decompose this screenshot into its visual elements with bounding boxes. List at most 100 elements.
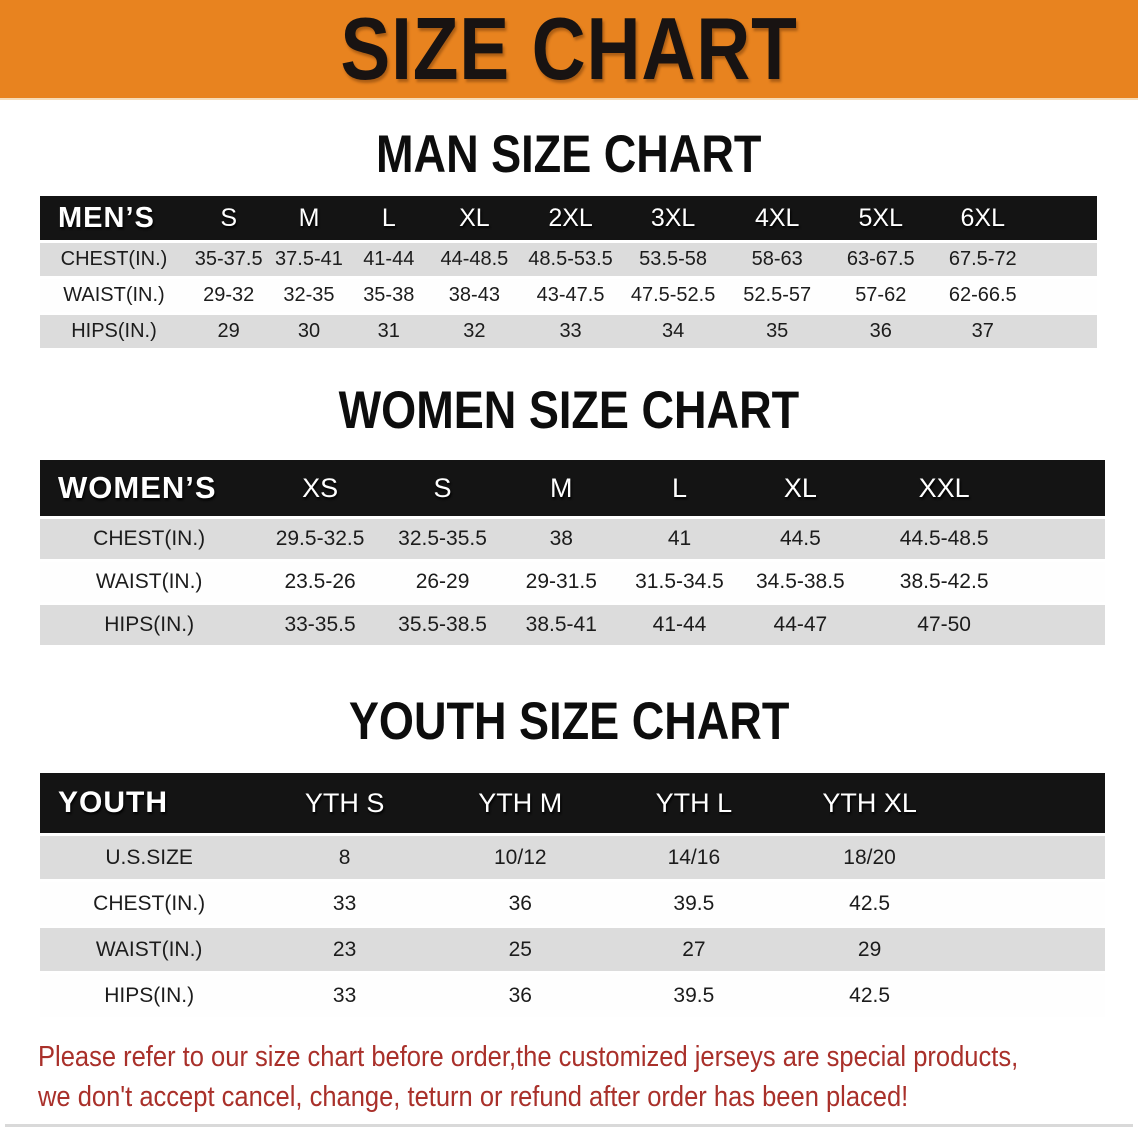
size-value: 37: [932, 312, 1034, 348]
size-value: 35-38: [348, 276, 429, 312]
youth-table-row: WAIST(IN.) 23 25 27 29: [40, 925, 1105, 971]
women-table-row: CHEST(IN.) 29.5-32.5 32.5-35.5 38 41 44.5 44.5…: [40, 516, 1105, 559]
disclaimer-line-2: we don't accept cancel, change, teturn o…: [38, 1077, 1138, 1117]
size-value: 29: [778, 925, 962, 971]
men-section-heading: MAN SIZE CHART: [0, 128, 1138, 181]
size-value: 30: [269, 312, 349, 348]
youth-header-row: YOUTH YTH S YTH M YTH L YTH XL: [40, 773, 1105, 833]
women-size-column-header: M: [550, 472, 573, 503]
size-value: 10/12: [430, 833, 610, 879]
size-value: 25: [430, 925, 610, 971]
size-value: 44-48.5: [428, 240, 520, 276]
size-value: 67.5-72: [932, 240, 1034, 276]
men-size-section: MAN SIZE CHART MEN’S S M L XL 2XL 3XL 4XL 5XL 6XL C…: [0, 128, 1138, 348]
men-size-column-header: XL: [459, 203, 490, 232]
women-size-column-header: XXL: [918, 472, 970, 503]
men-table-row: WAIST(IN.) 29-32 32-35 35-38 38-43 43-47.5 47.…: [40, 276, 1097, 312]
women-section-heading: WOMEN SIZE CHART: [0, 381, 1138, 440]
women-size-column-header: XL: [783, 472, 817, 503]
women-size-column-header: L: [671, 472, 688, 503]
women-table-row: WAIST(IN.) 23.5-26 26-29 29-31.5 31.5-34.5 34…: [40, 559, 1105, 602]
size-value: 36: [829, 312, 933, 348]
size-value: 32.5-35.5: [381, 516, 504, 559]
size-value: 29: [187, 312, 270, 348]
size-value: 38: [503, 516, 620, 559]
spacer-cell: [1027, 516, 1105, 559]
disclaimer-line-1-text: Please refer to our size chart before or…: [38, 1041, 1019, 1073]
row-label: U.S.SIZE: [40, 833, 259, 879]
men-size-table: MEN’S S M L XL 2XL 3XL 4XL 5XL 6XL CHEST(IN.) 35-37…: [40, 196, 1097, 348]
size-value: 47-50: [861, 602, 1028, 645]
spacer-cell: [1027, 559, 1105, 602]
size-value: 34: [621, 312, 725, 348]
size-value: 53.5-58: [621, 240, 725, 276]
youth-size-column-header: YTH L: [655, 787, 733, 818]
youth-size-column-header: YTH S: [304, 787, 385, 818]
size-value: 33: [258, 971, 431, 1017]
youth-size-table: YOUTH YTH S YTH M YTH L YTH XL U.S.SIZE 8 10/12…: [40, 773, 1105, 1017]
spacer-cell: [961, 773, 1105, 833]
size-value: 42.5: [778, 879, 962, 925]
women-section-heading-text: WOMEN SIZE CHART: [338, 381, 800, 440]
men-size-column-header: 3XL: [650, 203, 696, 232]
spacer-cell: [1027, 460, 1105, 516]
men-size-column-header: 2XL: [548, 203, 593, 232]
spacer-cell: [1033, 312, 1097, 348]
spacer-cell: [1033, 276, 1097, 312]
size-value: 26-29: [381, 559, 504, 602]
size-value: 18/20: [778, 833, 962, 879]
size-value: 44.5: [739, 516, 862, 559]
size-value: 36: [430, 971, 610, 1017]
size-value: 41-44: [619, 602, 740, 645]
size-value: 39.5: [609, 971, 778, 1017]
spacer-cell: [1033, 240, 1097, 276]
size-value: 34.5-38.5: [739, 559, 862, 602]
row-label: WAIST(IN.): [40, 925, 259, 971]
size-chart-banner: SIZE CHART: [0, 0, 1138, 100]
men-header-row: MEN’S S M L XL 2XL 3XL 4XL 5XL 6XL: [40, 196, 1097, 240]
spacer-cell: [961, 925, 1105, 971]
size-value: 8: [258, 833, 431, 879]
size-value: 57-62: [829, 276, 933, 312]
spacer-cell: [961, 971, 1105, 1017]
size-value: 33-35.5: [258, 602, 382, 645]
men-table-row: CHEST(IN.) 35-37.5 37.5-41 41-44 44-48.5 48.5…: [40, 240, 1097, 276]
youth-table-row: U.S.SIZE 8 10/12 14/16 18/20: [40, 833, 1105, 879]
size-value: 35: [724, 312, 830, 348]
row-label: HIPS(IN.): [40, 971, 259, 1017]
row-label: WAIST(IN.): [40, 559, 259, 602]
size-value: 31.5-34.5: [619, 559, 740, 602]
women-size-table: WOMEN’S XS S M L XL XXL CHEST(IN.) 29.5-32.5 32.5…: [40, 460, 1105, 645]
size-value: 35-37.5: [187, 240, 270, 276]
youth-section-heading-text: YOUTH SIZE CHART: [348, 692, 790, 751]
disclaimer: Please refer to our size chart before or…: [38, 1037, 1138, 1117]
size-value: 37.5-41: [269, 240, 349, 276]
size-value: 58-63: [724, 240, 830, 276]
row-label: CHEST(IN.): [40, 516, 259, 559]
size-value: 36: [430, 879, 610, 925]
men-size-column-header: M: [298, 203, 320, 232]
size-value: 33: [519, 312, 622, 348]
size-value: 39.5: [609, 879, 778, 925]
men-size-column-header: 6XL: [960, 203, 1005, 232]
row-label: HIPS(IN.): [40, 312, 188, 348]
women-table-row: HIPS(IN.) 33-35.5 35.5-38.5 38.5-41 41-44 44-…: [40, 602, 1105, 645]
youth-table-row: HIPS(IN.) 33 36 39.5 42.5: [40, 971, 1105, 1017]
men-size-column-header: 4XL: [754, 203, 800, 232]
row-label: CHEST(IN.): [40, 240, 188, 276]
size-value: 41-44: [348, 240, 429, 276]
spacer-cell: [1034, 196, 1098, 240]
women-size-column-header: S: [433, 472, 452, 503]
youth-size-section: YOUTH SIZE CHART YOUTH YTH S YTH M YTH L YTH …: [0, 692, 1138, 1017]
size-value: 63-67.5: [829, 240, 933, 276]
youth-section-heading: YOUTH SIZE CHART: [0, 692, 1138, 751]
size-value: 42.5: [778, 971, 962, 1017]
row-label: HIPS(IN.): [40, 602, 259, 645]
page-title-text: SIZE CHART: [340, 0, 798, 98]
bottom-divider: [5, 1124, 1133, 1127]
men-group-label: MEN’S: [58, 201, 155, 234]
youth-size-column-header: YTH XL: [822, 787, 917, 818]
spacer-cell: [961, 879, 1105, 925]
size-value: 14/16: [609, 833, 778, 879]
size-value: 38-43: [428, 276, 520, 312]
